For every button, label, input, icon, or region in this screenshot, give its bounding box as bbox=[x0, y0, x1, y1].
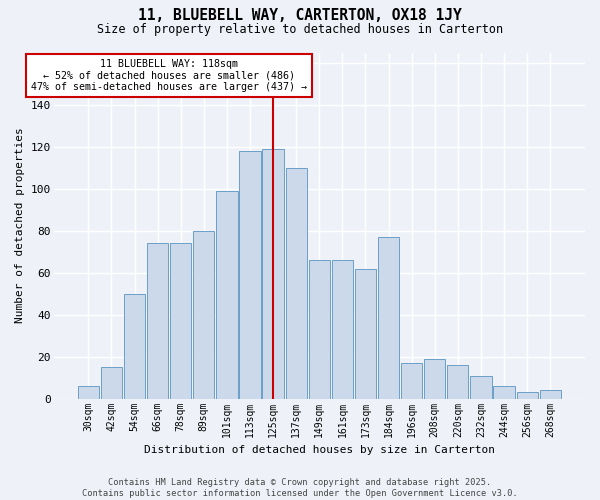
Bar bbox=[424, 359, 445, 399]
Bar bbox=[193, 231, 214, 398]
Bar bbox=[355, 268, 376, 398]
Bar bbox=[216, 191, 238, 398]
Y-axis label: Number of detached properties: Number of detached properties bbox=[15, 128, 25, 324]
Bar bbox=[286, 168, 307, 398]
Text: Contains HM Land Registry data © Crown copyright and database right 2025.
Contai: Contains HM Land Registry data © Crown c… bbox=[82, 478, 518, 498]
Bar bbox=[493, 386, 515, 398]
Bar bbox=[170, 244, 191, 398]
Bar bbox=[470, 376, 491, 398]
Bar bbox=[262, 149, 284, 398]
Text: 11, BLUEBELL WAY, CARTERTON, OX18 1JY: 11, BLUEBELL WAY, CARTERTON, OX18 1JY bbox=[138, 8, 462, 22]
Bar bbox=[147, 244, 168, 398]
Bar bbox=[124, 294, 145, 399]
Text: 11 BLUEBELL WAY: 118sqm
← 52% of detached houses are smaller (486)
47% of semi-d: 11 BLUEBELL WAY: 118sqm ← 52% of detache… bbox=[31, 59, 307, 92]
X-axis label: Distribution of detached houses by size in Carterton: Distribution of detached houses by size … bbox=[144, 445, 495, 455]
Bar bbox=[101, 367, 122, 398]
Bar bbox=[239, 151, 260, 398]
Bar bbox=[539, 390, 561, 398]
Bar bbox=[517, 392, 538, 398]
Text: Size of property relative to detached houses in Carterton: Size of property relative to detached ho… bbox=[97, 22, 503, 36]
Bar bbox=[447, 365, 469, 398]
Bar bbox=[308, 260, 330, 398]
Bar bbox=[332, 260, 353, 398]
Bar bbox=[78, 386, 99, 398]
Bar bbox=[378, 237, 399, 398]
Bar bbox=[401, 363, 422, 398]
